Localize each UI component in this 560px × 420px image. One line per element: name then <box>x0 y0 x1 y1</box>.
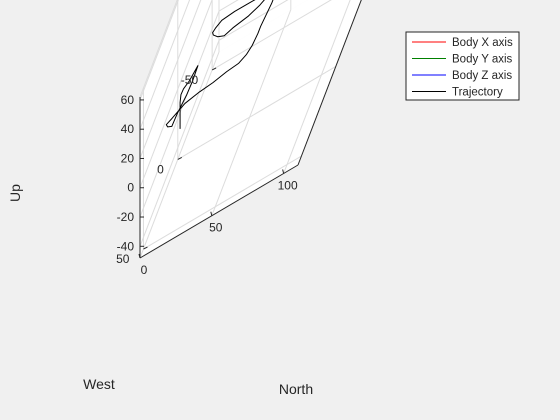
grid-up-left <box>139 0 191 130</box>
up-tick-label: -20 <box>117 210 135 224</box>
up-tick-label: -40 <box>117 239 135 253</box>
legend-box <box>405 31 520 101</box>
legend: Body X axis Body Y axis Body Z axis Traject… <box>405 31 520 101</box>
north-axis-label: North <box>279 381 313 397</box>
north-tick-mark <box>138 253 141 259</box>
grid-west-floor <box>211 0 332 71</box>
up-axis-label: Up <box>7 184 23 202</box>
tick-labels: -40 -20 0 20 40 60 -50 0 50 0 50 100 <box>116 67 298 277</box>
west-axis-line <box>139 164 299 259</box>
grid-north-floor <box>139 51 220 259</box>
floor-pane <box>140 0 362 258</box>
grid-north-floor <box>283 0 351 174</box>
legend-entry: Body Z axis <box>452 70 512 82</box>
west-tick-mark <box>177 157 183 160</box>
box-edge <box>139 0 178 98</box>
north-tick-label: 0 <box>141 263 148 277</box>
up-tick-label: 0 <box>127 181 134 195</box>
legend-entry: Body X axis <box>452 37 513 49</box>
grid-west-floor <box>177 66 337 160</box>
axis-lines <box>139 0 362 259</box>
up-tick-label: 20 <box>121 151 135 165</box>
north-tick-mark <box>282 169 285 174</box>
legend-entry: Trajectory <box>452 87 503 99</box>
west-tick-label: -50 <box>181 73 199 87</box>
north-tick-label: 50 <box>209 221 223 235</box>
west-axis-label: West <box>83 376 115 392</box>
north-tick-mark <box>210 211 213 216</box>
west-tick-label: 50 <box>116 252 130 266</box>
grid-west-floor <box>143 155 302 250</box>
north-axis-line <box>297 0 362 166</box>
north-tick-label: 100 <box>278 178 298 192</box>
up-tick-label: 60 <box>121 93 135 107</box>
grid-up-left <box>139 0 202 159</box>
up-tick-label: 40 <box>121 122 135 136</box>
west-tick-mark <box>211 67 217 71</box>
series-trajectory <box>165 0 274 129</box>
axes-box <box>140 0 362 258</box>
west-tick-label: 0 <box>157 162 164 176</box>
legend-entry: Body Y axis <box>452 54 513 66</box>
grid-up-left <box>139 10 220 218</box>
right-back-pane <box>219 0 308 52</box>
grid-up-left <box>139 0 213 188</box>
plot-series <box>165 0 274 129</box>
grid-up-left <box>139 40 220 247</box>
west-tick-mark <box>143 246 148 250</box>
grid-north-floor <box>211 9 292 216</box>
grid-up-left <box>139 0 179 101</box>
grid-up-right <box>218 0 289 41</box>
